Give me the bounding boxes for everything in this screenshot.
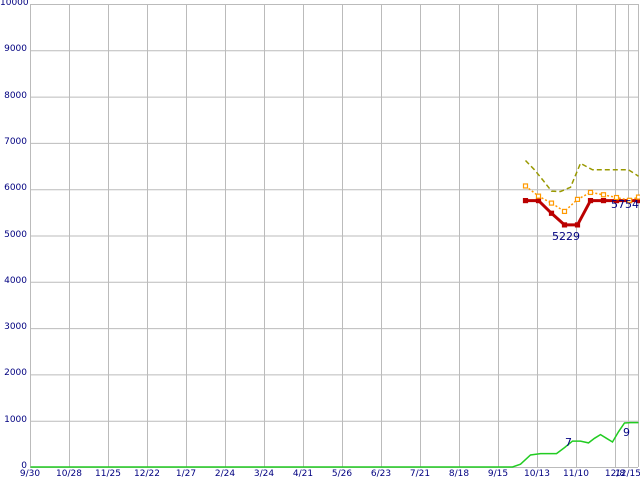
series-marker-orange-secondary [626, 197, 633, 203]
x-axis-label-1-27: 1/27 [175, 469, 197, 479]
gridlines [30, 4, 639, 468]
x-axis-label-2-24: 2/24 [214, 469, 236, 479]
x-axis-label-12-15: 12/15 [615, 469, 640, 479]
series-line-orange-secondary [525, 185, 639, 213]
y-axis-label-6000: 6000 [4, 183, 27, 194]
x-axis-label-8-18: 8/18 [448, 469, 470, 479]
y-axis-label-1000: 1000 [4, 414, 27, 425]
annotation-green-mid-value: 7 [565, 436, 572, 449]
data-series-layer [30, 159, 640, 468]
x-axis-label-10-13: 10/13 [524, 469, 550, 479]
series-marker-red-primary [600, 197, 607, 204]
x-axis-label-6-23: 6/23 [370, 469, 392, 479]
series-marker-red-primary [522, 197, 529, 204]
x-axis-label-12-22: 12/22 [134, 469, 160, 479]
series-marker-red-primary [574, 222, 581, 228]
series-marker-orange-secondary [561, 208, 568, 215]
y-axis-label-2000: 2000 [4, 368, 27, 379]
series-marker-red-primary [535, 197, 542, 204]
y-axis-label-3000: 3000 [4, 322, 27, 333]
y-axis-label-10000: 10000 [0, 0, 29, 8]
y-axis-label-8000: 8000 [4, 90, 27, 101]
x-axis-label-7-21: 7/21 [409, 469, 431, 479]
y-axis-label-4000: 4000 [4, 275, 27, 286]
x-axis-label-9-30: 9/30 [19, 469, 41, 479]
series-marker-orange-secondary [535, 193, 542, 199]
series-marker-orange-secondary [600, 192, 607, 198]
series-marker-orange-secondary [548, 200, 555, 206]
series-marker-red-primary [587, 197, 594, 204]
x-axis-label-10-28: 10/28 [56, 469, 82, 479]
series-line-red-primary [525, 199, 639, 227]
x-axis-label-11-10: 11/10 [563, 469, 589, 479]
y-axis-label-9000: 9000 [4, 44, 27, 55]
x-axis-label-4-21: 4/21 [292, 469, 314, 479]
x-axis-label-11-25: 11/25 [95, 469, 121, 479]
x-axis-label-9-15: 9/15 [487, 469, 509, 479]
x-axis-label-3-24: 3/24 [253, 469, 275, 479]
x-axis-label-12-8: 12/8 [604, 469, 626, 479]
y-axis-label-5000: 5000 [4, 229, 27, 240]
annotation-green-end-value: 9 [623, 426, 630, 439]
series-line-olive-tertiary [524, 159, 639, 193]
series-marker-orange-secondary [613, 194, 620, 201]
series-marker-red-primary [548, 210, 555, 216]
annotation-red-dip-value: 5229 [552, 230, 580, 243]
x-axis-label-5-26: 5/26 [331, 469, 353, 479]
series-marker-red-primary [561, 222, 568, 228]
series-marker-orange-secondary [522, 183, 529, 189]
series-marker-orange-secondary [574, 196, 581, 202]
y-axis-label-7000: 7000 [4, 136, 27, 147]
series-line-green-baseline [30, 421, 639, 468]
y-axis-label-0: 0 [21, 461, 27, 471]
annotation-red-end-value: 5754 [611, 198, 639, 211]
series-marker-orange-secondary [587, 189, 594, 196]
series-marker-orange-secondary [635, 194, 640, 200]
